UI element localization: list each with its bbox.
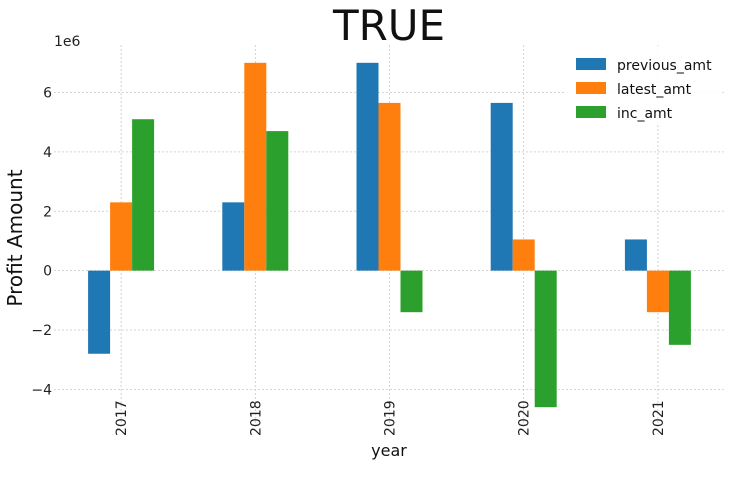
y-axis-title: Profit Amount [3,169,27,306]
y-tick-label: 2 [43,204,52,220]
bar-inc_amt-2021 [668,270,691,345]
bar-inc_amt-2017 [132,119,155,271]
x-tick-label: 2019 [383,400,399,436]
x-tick-label: 2021 [651,400,667,436]
bar-latest_amt-2020 [512,239,535,271]
y-tick-label: 4 [43,145,52,161]
y-tick-label: −4 [31,382,52,398]
bar-previous_amt-2021 [624,239,647,271]
x-tick-label: 2018 [248,400,264,436]
y-tick-label: 6 [43,86,52,102]
bar-previous_amt-2019 [356,62,379,271]
y-tick-label: 0 [43,264,52,280]
bar-previous_amt-2018 [222,202,245,271]
bar-inc_amt-2020 [534,270,557,408]
legend-label: latest_amt [617,82,692,98]
bar-inc_amt-2019 [400,270,423,313]
bar-inc_amt-2018 [266,131,289,271]
legend-swatch [576,106,606,118]
legend-swatch [576,58,606,70]
bar-latest_amt-2021 [646,270,669,313]
x-tick-label: 2020 [517,400,533,436]
legend: previous_amt latest_amt inc_amt [565,46,720,124]
y-tick-label: −2 [31,323,52,339]
bar-latest_amt-2018 [244,62,267,271]
bar-latest_amt-2019 [378,102,401,271]
legend-label: inc_amt [617,106,673,122]
x-tick-labels: 2017 2018 2019 2020 2021 [114,400,667,436]
chart-title: TRUE [332,1,445,50]
legend-swatch [576,82,606,94]
x-tick-label: 2017 [114,400,130,436]
y-offset-label: 1e6 [54,34,81,50]
bars [88,62,691,408]
bar-previous_amt-2017 [88,270,111,354]
y-tick-labels: −4 −2 0 2 4 6 [31,86,52,399]
bar-latest_amt-2017 [110,202,133,271]
legend-label: previous_amt [617,58,712,74]
bar-previous_amt-2020 [490,102,513,271]
x-axis-title: year [371,441,407,460]
